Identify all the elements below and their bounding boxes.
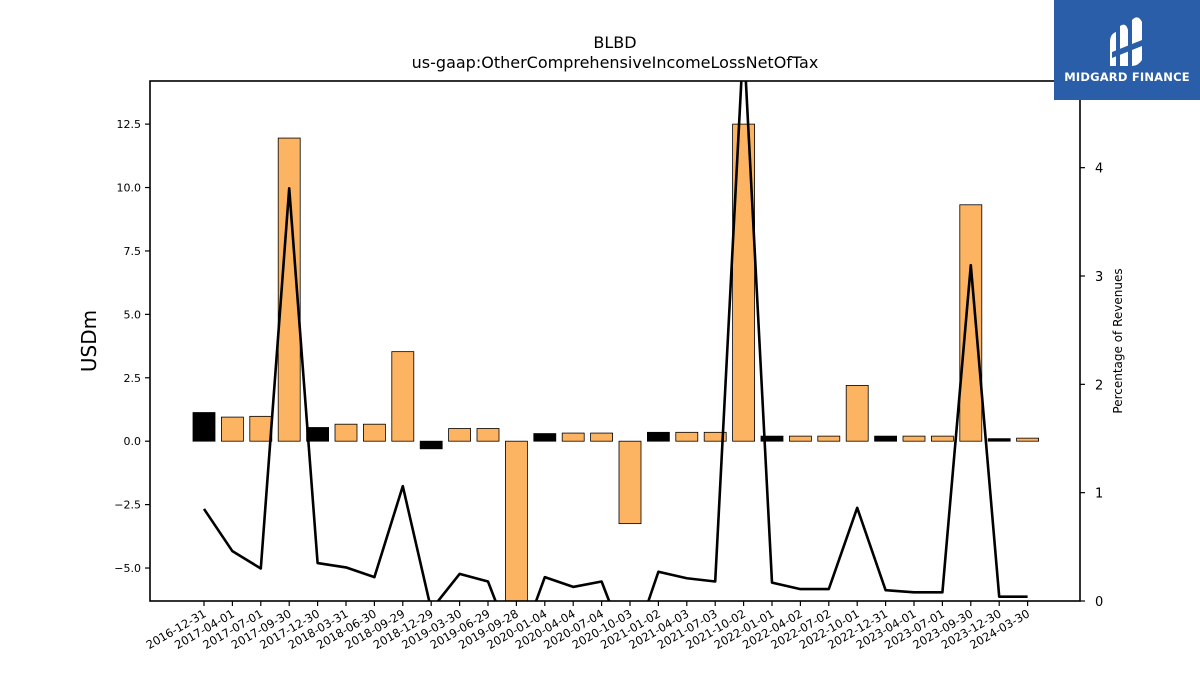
y2-axis: 0 1 2 3 4 [1080, 162, 1103, 610]
bar [277, 137, 301, 442]
bar [533, 433, 557, 442]
bar [902, 435, 926, 442]
bar [192, 412, 216, 442]
y2-tick-label: 3 [1095, 270, 1103, 285]
midgard-finance-logo-icon [1110, 17, 1142, 67]
bar [362, 423, 386, 442]
bar [845, 384, 869, 442]
bar [760, 435, 784, 442]
y2-tick-label: 2 [1095, 378, 1103, 393]
bar [789, 435, 812, 442]
bar [590, 432, 613, 442]
y-tick-label: −2.5 [114, 499, 141, 512]
y-axis-label: USDm [77, 310, 101, 372]
chart-title: BLBD [593, 33, 636, 52]
bar [817, 435, 841, 442]
y-axis: −5.0 −2.5 0.0 2.5 5.0 7.5 10.0 12.5 [114, 118, 150, 575]
bar [703, 431, 727, 442]
bar [618, 440, 642, 525]
percentage-line [202, 81, 1028, 601]
y-tick-label: 12.5 [117, 118, 142, 131]
bar [987, 438, 1011, 442]
brand-logo-text: MIDGARD FINANCE [1064, 70, 1190, 84]
y-tick-label: 0.0 [124, 435, 142, 448]
bar [391, 351, 415, 442]
bar [476, 428, 500, 442]
x-axis: 2016-12-312017-04-012017-07-012017-09-30… [144, 601, 1032, 652]
y2-tick-label: 0 [1095, 595, 1103, 610]
bar [504, 440, 528, 601]
line-series [202, 81, 1028, 601]
bar [419, 440, 443, 450]
brand-logo: MIDGARD FINANCE [1054, 0, 1200, 100]
bar [561, 432, 585, 442]
bar [959, 204, 983, 442]
bar [1016, 437, 1039, 442]
y2-tick-label: 4 [1095, 162, 1103, 177]
chart-subtitle: us-gaap:OtherComprehensiveIncomeLossNetO… [412, 53, 819, 72]
y-tick-label: 2.5 [124, 372, 142, 385]
y2-axis-label: Percentage of Revenues [1111, 268, 1125, 413]
bar [874, 435, 897, 442]
bar [306, 427, 330, 442]
bar [647, 431, 670, 442]
y-tick-label: 10.0 [117, 182, 142, 195]
y-tick-label: 5.0 [124, 308, 142, 321]
y-tick-label: −5.0 [114, 562, 141, 575]
bar [334, 423, 358, 442]
bar [249, 415, 273, 442]
y-tick-label: 7.5 [124, 245, 142, 258]
bar [931, 435, 954, 442]
bar [732, 123, 755, 442]
bar [675, 431, 699, 442]
bar [220, 416, 244, 442]
bar-series [192, 123, 1039, 601]
y2-tick-label: 1 [1095, 487, 1103, 502]
bar [448, 428, 472, 442]
plot-frame [149, 80, 1081, 602]
